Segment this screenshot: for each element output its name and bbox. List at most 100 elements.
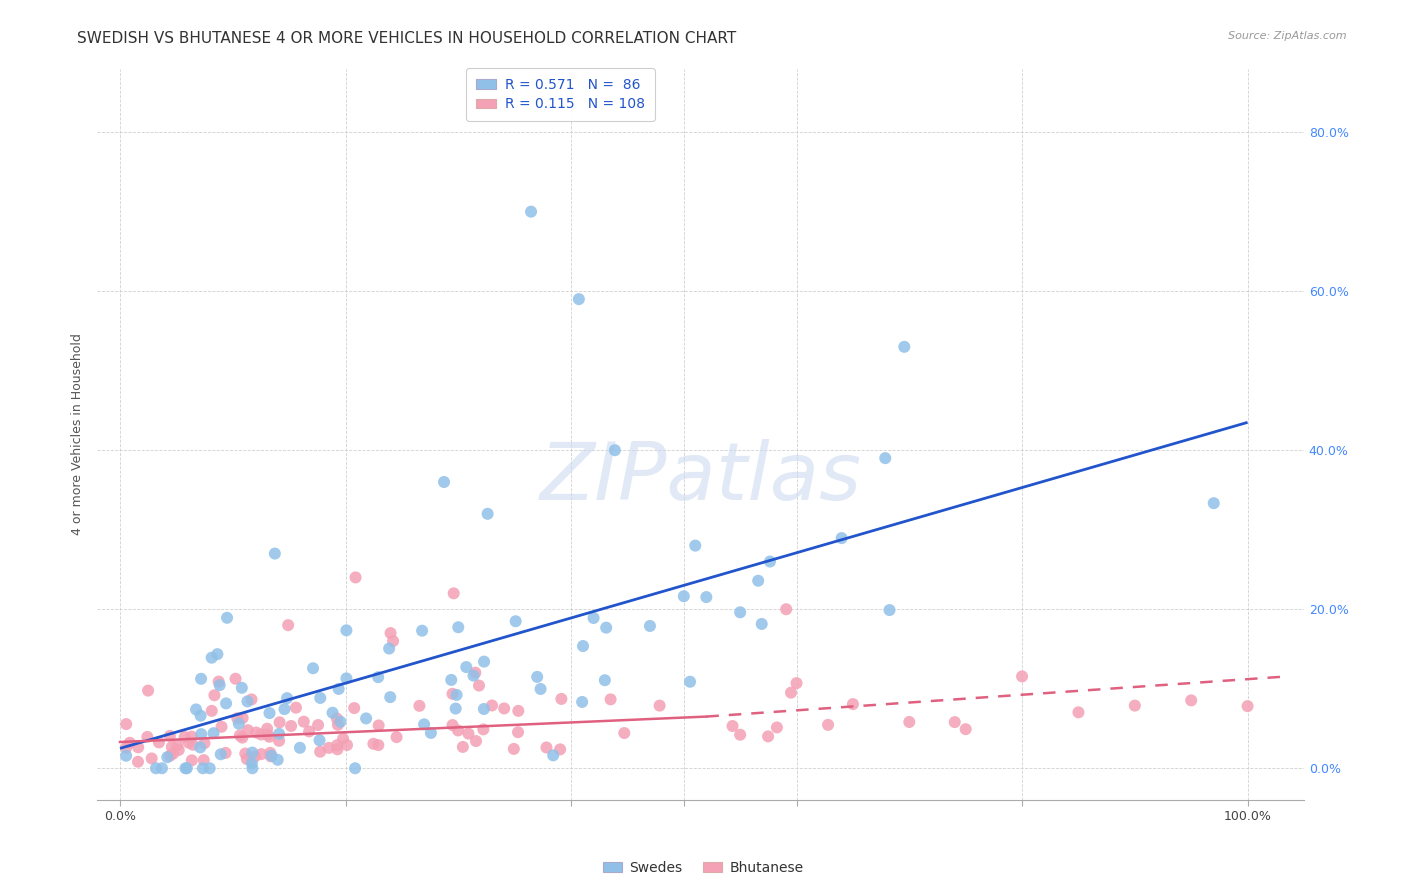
- Point: [259, 706, 281, 720]
- Point: [243, 749, 266, 764]
- Point: [441, 687, 464, 701]
- Point: [344, 761, 367, 775]
- Point: [232, 711, 254, 725]
- Point: [276, 691, 298, 706]
- Point: [603, 443, 626, 458]
- Point: [236, 694, 259, 708]
- Point: [1123, 698, 1146, 713]
- Point: [385, 730, 408, 744]
- Point: [468, 679, 491, 693]
- Point: [209, 747, 232, 762]
- Point: [413, 717, 436, 731]
- Point: [332, 731, 354, 746]
- Point: [380, 690, 402, 705]
- Point: [444, 701, 467, 715]
- Point: [150, 761, 173, 775]
- Point: [167, 743, 190, 757]
- Point: [1180, 693, 1202, 707]
- Point: [780, 686, 803, 700]
- Point: [226, 711, 249, 725]
- Point: [447, 620, 470, 634]
- Point: [242, 761, 264, 775]
- Point: [568, 292, 591, 306]
- Point: [599, 692, 621, 706]
- Point: [267, 753, 290, 767]
- Point: [208, 674, 231, 689]
- Point: [481, 698, 503, 713]
- Point: [228, 716, 250, 731]
- Point: [215, 611, 238, 625]
- Point: [250, 747, 273, 761]
- Point: [231, 681, 253, 695]
- Point: [180, 753, 202, 767]
- Point: [593, 673, 616, 688]
- Point: [354, 711, 377, 725]
- Point: [193, 753, 215, 767]
- Point: [408, 698, 430, 713]
- Point: [160, 740, 183, 755]
- Point: [229, 728, 252, 742]
- Point: [380, 626, 402, 640]
- Point: [464, 665, 486, 680]
- Point: [141, 751, 163, 765]
- Point: [1067, 706, 1090, 720]
- Text: Source: ZipAtlas.com: Source: ZipAtlas.com: [1229, 31, 1347, 41]
- Point: [775, 602, 797, 616]
- Point: [456, 660, 478, 674]
- Point: [875, 451, 897, 466]
- Point: [472, 702, 495, 716]
- Point: [648, 698, 671, 713]
- Point: [672, 589, 695, 603]
- Point: [193, 736, 215, 750]
- Point: [382, 634, 405, 648]
- Point: [208, 678, 231, 692]
- Point: [136, 683, 159, 698]
- Point: [759, 555, 782, 569]
- Point: [363, 737, 385, 751]
- Point: [508, 704, 530, 718]
- Point: [211, 720, 233, 734]
- Point: [326, 718, 349, 732]
- Point: [638, 619, 661, 633]
- Point: [259, 730, 281, 744]
- Point: [472, 655, 495, 669]
- Point: [280, 719, 302, 733]
- Point: [541, 748, 564, 763]
- Point: [728, 728, 751, 742]
- Point: [582, 611, 605, 625]
- Point: [419, 726, 441, 740]
- Point: [943, 715, 966, 730]
- Point: [378, 641, 401, 656]
- Text: ZIPatlas: ZIPatlas: [540, 439, 862, 517]
- Point: [269, 715, 291, 730]
- Point: [411, 624, 433, 638]
- Point: [336, 738, 359, 752]
- Point: [786, 676, 808, 690]
- Point: [1202, 496, 1225, 510]
- Point: [344, 570, 367, 584]
- Point: [308, 733, 330, 747]
- Point: [263, 547, 285, 561]
- Point: [751, 616, 773, 631]
- Point: [536, 740, 558, 755]
- Point: [231, 731, 253, 745]
- Point: [273, 702, 295, 716]
- Point: [214, 746, 236, 760]
- Point: [284, 700, 307, 714]
- Point: [463, 668, 485, 682]
- Point: [766, 721, 789, 735]
- Point: [571, 695, 593, 709]
- Point: [550, 692, 572, 706]
- Point: [955, 722, 977, 736]
- Point: [367, 670, 389, 684]
- Point: [447, 723, 470, 738]
- Point: [747, 574, 769, 588]
- Point: [526, 670, 548, 684]
- Point: [115, 717, 138, 731]
- Point: [367, 738, 389, 752]
- Point: [177, 736, 200, 750]
- Point: [335, 624, 357, 638]
- Point: [148, 735, 170, 749]
- Point: [198, 761, 221, 775]
- Point: [443, 586, 465, 600]
